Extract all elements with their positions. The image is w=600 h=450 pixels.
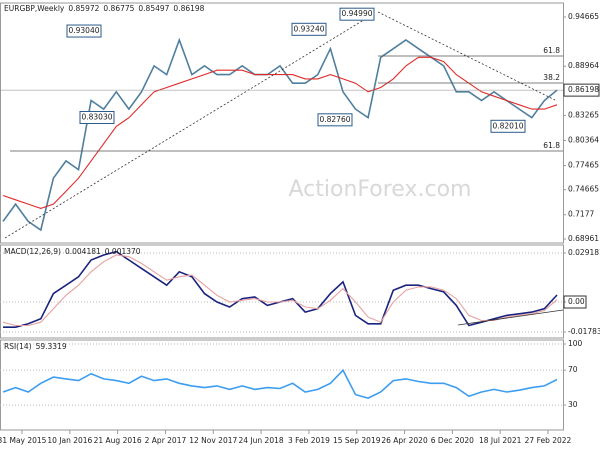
panel-frame (0, 2, 564, 244)
header-field: 0.86775 (103, 4, 134, 13)
level-label: 38.2 (543, 73, 560, 82)
x-tick-label: 18 Jul 2021 (479, 436, 522, 445)
annotation-label: 0.93240 (293, 24, 324, 33)
header-field: EURGBP,Weekly (4, 4, 65, 13)
indicator-header: RSI(14) 59.3319 (4, 342, 67, 351)
watermark: ActionForex.com (289, 177, 472, 202)
last-price-box (563, 83, 600, 97)
indicator-field: 59.3319 (36, 342, 67, 351)
annotation-label: 0.94990 (341, 9, 372, 18)
x-tick-label: 2 Apr 2017 (145, 436, 187, 445)
header-field: 0.86198 (173, 4, 204, 13)
trendline (4, 14, 373, 239)
x-tick-label: 26 Apr 2020 (381, 436, 428, 445)
y-tick-label: 0.00 (568, 297, 585, 306)
zero-box (563, 295, 587, 309)
indicator-field: 0.001370 (105, 247, 141, 256)
x-tick-label: 27 Feb 2022 (525, 436, 572, 445)
annotation-label: 0.82010 (492, 121, 523, 130)
x-tick-label: 21 Aug 2016 (94, 436, 142, 445)
trendline (457, 309, 564, 326)
y-tick-label: 0.74665 (568, 185, 599, 194)
annotation-box (79, 110, 115, 124)
header-field: 0.85972 (68, 4, 99, 13)
x-tick-label: 10 Jan 2016 (47, 436, 92, 445)
annotation-box (291, 22, 327, 36)
trendline (377, 11, 556, 101)
annotation-label: 0.83030 (81, 112, 112, 121)
panel-frame (0, 244, 564, 339)
indicator-header: MACD(12,26,9) 0.004181 0.001370 (4, 247, 141, 256)
y-tick-label: 0.88964 (568, 61, 599, 70)
y-tick-label: 30 (568, 400, 578, 409)
series-line (2, 56, 558, 209)
annotation-label: 0.93040 (68, 26, 99, 35)
y-tick-label: 0.7177 (568, 210, 594, 219)
series-line (2, 254, 558, 327)
level-label: 61.8 (543, 46, 560, 55)
y-tick-label: 0.80364 (568, 136, 599, 145)
last-price-label: 0.86198 (568, 85, 599, 94)
x-tick-label: 31 May 2015 (0, 436, 47, 445)
y-tick-label: 100 (568, 339, 583, 348)
series-line (2, 37, 558, 232)
header-field: 0.85497 (138, 4, 169, 13)
y-tick-label: 70 (568, 365, 578, 374)
y-tick-label: 0.77465 (568, 161, 599, 170)
indicator-field: MACD(12,26,9) (4, 247, 61, 256)
header: EURGBP,Weekly 0.85972 0.86775 0.85497 0.8619… (4, 4, 205, 13)
y-tick-label: -0.017835 (568, 327, 600, 336)
y-tick-label: 0.94665 (568, 12, 599, 21)
y-tick-label: 0.029181 (568, 248, 600, 257)
series-line (2, 368, 558, 399)
annotation-box (490, 119, 526, 133)
x-tick-label: 12 Nov 2017 (189, 436, 237, 445)
annotation-box (339, 7, 375, 21)
y-tick-label: 0.83265 (568, 110, 599, 119)
x-tick-label: 6 Dec 2020 (431, 436, 474, 445)
indicator-field: RSI(14) (4, 342, 32, 351)
x-tick-label: 15 Sep 2019 (333, 436, 381, 445)
annotation-box (66, 24, 102, 38)
annotation-box (317, 113, 353, 127)
indicator-field: 0.004181 (65, 247, 101, 256)
x-tick-label: 3 Feb 2019 (288, 436, 330, 445)
x-tick-label: 24 Jun 2018 (239, 436, 284, 445)
level-label: 61.8 (543, 141, 560, 150)
y-tick-label: 0.68961 (568, 234, 599, 243)
panel-frame (0, 339, 564, 431)
annotation-label: 0.82760 (319, 115, 350, 124)
